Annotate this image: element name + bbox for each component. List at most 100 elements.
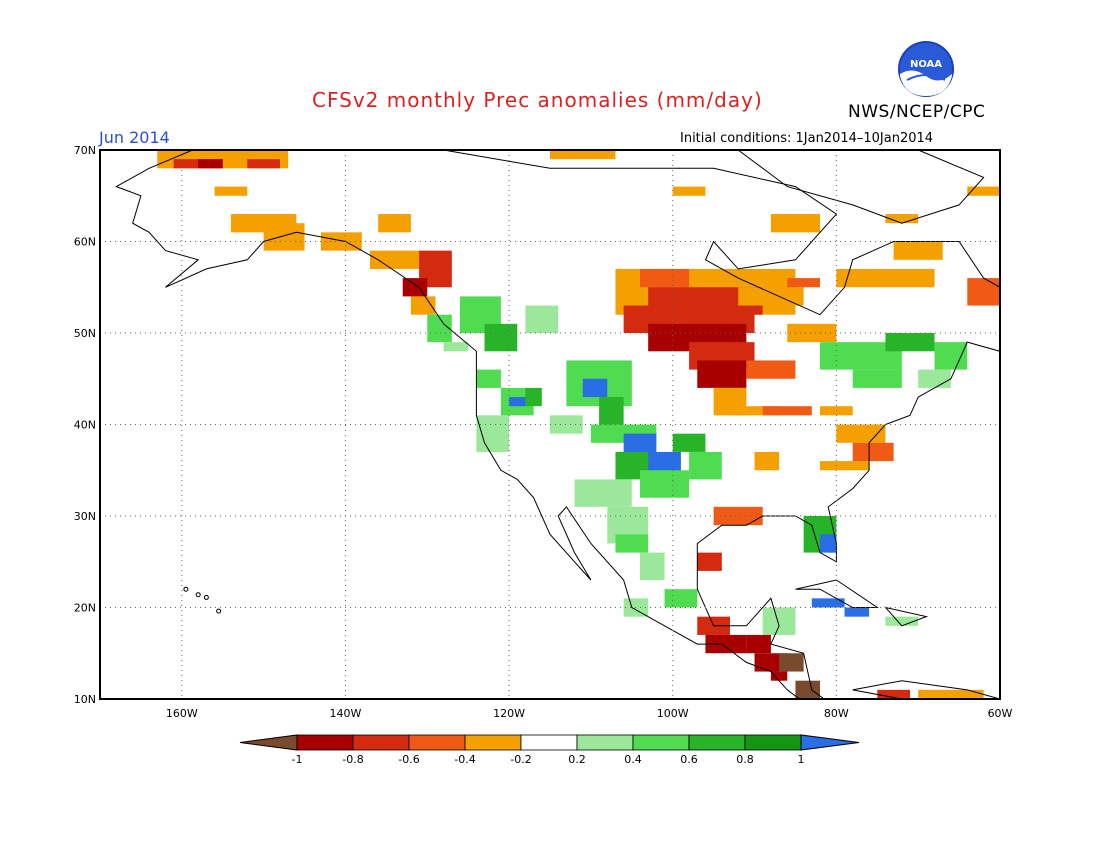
colorbar-segment [296,734,354,751]
colorbar-tick-label: 0.4 [624,753,642,766]
anomaly-cell [672,433,706,452]
anomaly-cell [877,689,910,699]
anomaly-cell [320,232,362,251]
anomaly-cell [713,506,763,526]
anomaly-cell [754,451,780,471]
anomaly-cell [484,323,518,352]
anomaly-cell [967,278,1000,306]
colorbar-tick-label: 0.6 [680,753,698,766]
island-outline [203,594,209,600]
coastline-path [115,150,1000,699]
anomaly-cell [550,150,616,160]
lon-label: 140W [330,707,362,720]
anomaly-cell [402,278,428,297]
anomaly-cell [852,442,894,462]
anomaly-cell [640,268,690,288]
anomaly-cell [893,241,943,260]
anomaly-cell [615,534,649,553]
anomaly-cell [779,653,804,672]
anomaly-cell [550,415,583,434]
anomaly-cell [811,598,845,608]
colorbar-segment [464,734,522,751]
anomaly-cell [525,305,559,333]
anomaly-cell [640,552,665,581]
lat-label: 70N [74,144,96,157]
anomaly-cell [918,689,984,699]
anomaly-cell [934,342,968,370]
anomaly-cell [582,378,608,398]
island-outline [195,592,201,598]
anomaly-cell [640,470,690,498]
anomaly-cell [738,287,804,306]
lon-label: 60W [988,707,1013,720]
anomaly-cell [689,451,722,480]
anomaly-cell [885,333,935,352]
colorbar-segment [632,734,690,751]
colorbar-arrow-high [800,734,860,751]
anomaly-cell [820,461,870,471]
colorbar-tick-label: -1 [292,753,303,766]
colorbar-segment [408,734,466,751]
anomaly-cell [885,214,919,224]
anomaly-cell [762,406,812,416]
island-outline [216,608,222,614]
latitude-labels: 70N 60N 50N 40N 30N 20N 10N [74,144,96,706]
anomaly-cell [762,607,796,635]
agency-label: NWS/NCEP/CPC [848,102,986,122]
lat-label: 30N [74,510,96,523]
island-outline [183,586,189,592]
anomaly-cell [509,397,526,407]
lon-label: 80W [824,707,849,720]
anomaly-cell [770,214,820,233]
anomaly-cell [795,680,820,699]
colorbar-segment [352,734,410,751]
anomaly-cell [885,616,919,626]
anomaly-cell [476,415,510,452]
lon-label: 100W [657,707,689,720]
coastlines [115,150,1057,699]
colorbar: -1 -0.8 -0.6 -0.4 -0.2 0.2 0.4 0.6 0.8 1 [239,734,860,766]
longitude-labels: 160W 140W 120W 100W 80W 60W [166,707,1013,720]
anomaly-cell [378,214,411,233]
initial-conditions: Initial conditions: 1Jan2014–10Jan2014 [680,131,934,146]
anomaly-cell [787,278,820,288]
anomaly-cell [836,424,886,443]
plot-frame [99,149,1001,700]
colorbar-arrow-low [239,734,298,751]
coastline-path [1008,315,1057,361]
anomaly-cell [705,634,747,654]
anomaly-cell [844,607,870,617]
anomaly-cell [427,314,452,343]
lat-label: 50N [74,327,96,340]
colorbar-tick-label: 0.2 [568,753,586,766]
lat-label: 60N [74,236,96,249]
grid-lines [100,150,1000,699]
lon-label: 120W [493,707,525,720]
colorbar-segment [520,734,578,751]
chart-title: CFSv2 monthly Prec anomalies (mm/day) [312,88,763,112]
colorbar-segment [576,734,634,751]
colorbar-tick-label: 1 [798,753,805,766]
anomaly-cell [730,406,780,416]
colorbar-segment [744,734,802,751]
anomaly-cell [836,268,935,288]
anomaly-cell [787,323,837,343]
anomaly-cell [247,159,280,169]
anomaly-cell [410,296,436,315]
coastline-path [737,150,985,224]
noaa-logo-icon: NOAA [898,41,954,97]
colorbar-tick-label: 0.8 [736,753,754,766]
coastline-path [884,606,929,627]
logo-text: NOAA [910,59,942,70]
anomaly-cell [746,634,771,654]
anomaly-cell [198,159,223,169]
anomaly-cell [820,534,837,553]
lat-label: 10N [74,693,96,706]
colorbar-segment [688,734,746,751]
anomaly-cell [746,360,796,379]
anomaly-cell [852,369,902,388]
anomaly-cell [476,369,501,388]
lat-label: 20N [74,602,96,615]
anomaly-cells [157,150,1000,699]
